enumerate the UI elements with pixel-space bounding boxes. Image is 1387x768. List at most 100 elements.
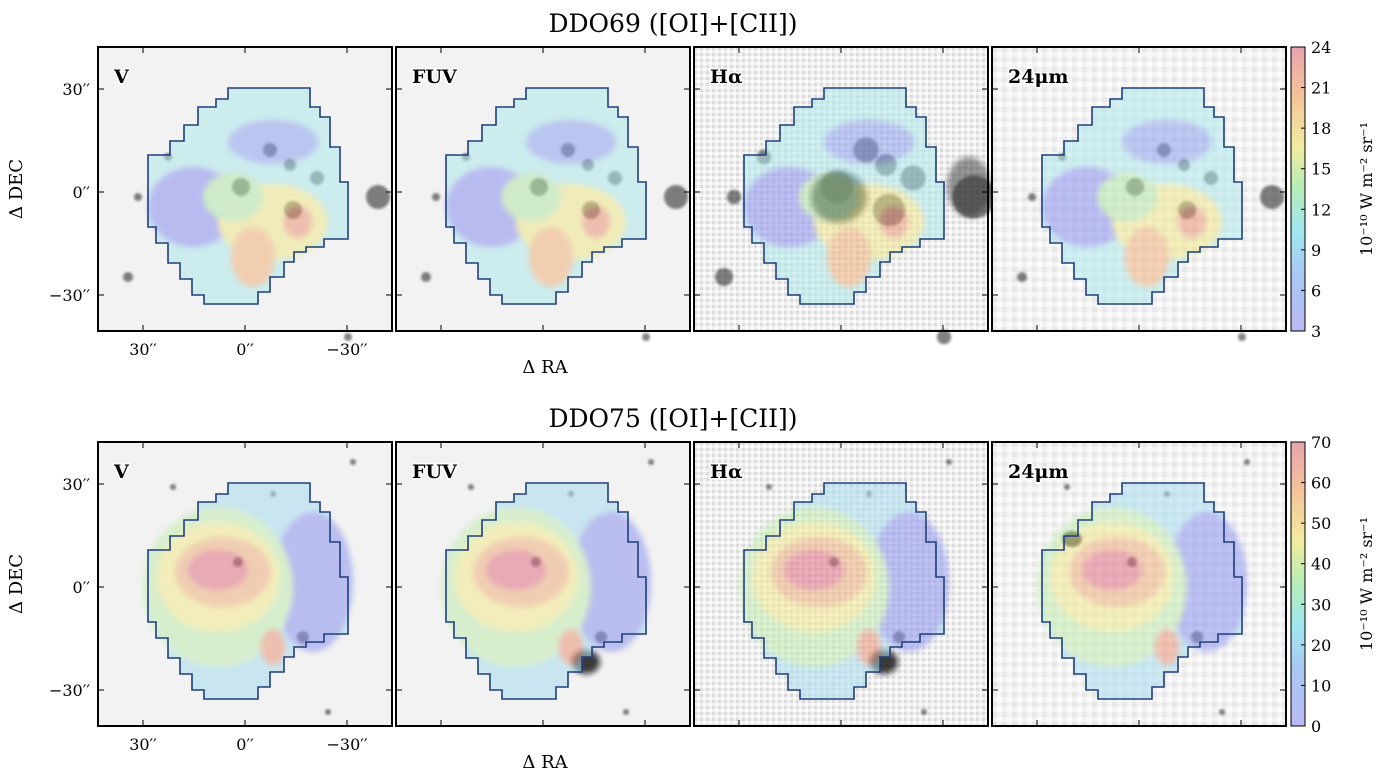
map-panel-4: 24μm	[991, 441, 1287, 727]
intensity-overlay	[148, 88, 348, 304]
contour-level	[1122, 120, 1212, 164]
contour-level	[228, 120, 318, 164]
colorbar-tick-label: 40	[1311, 555, 1331, 574]
band-label: V	[113, 66, 130, 88]
contour-level	[857, 629, 881, 665]
colorbar: 70 60 50 40 30 20 10 0	[1290, 433, 1331, 736]
contour-level	[1082, 550, 1142, 590]
contour-level	[824, 120, 914, 164]
region-outline	[743, 482, 945, 700]
row-title: DDO75 ([OI]+[CII])	[548, 404, 797, 433]
source-blob	[1238, 333, 1246, 341]
contour-level	[1125, 227, 1169, 287]
band-label: 24μm	[1008, 66, 1068, 88]
band-label: FUV	[412, 66, 458, 88]
source-blob	[1260, 185, 1284, 209]
source-blob	[366, 185, 390, 209]
band-label: Hα	[710, 461, 743, 483]
source-blob	[1028, 193, 1036, 201]
intensity-overlay	[739, 483, 949, 699]
colorbar-tick-label: 15	[1311, 160, 1331, 179]
colorbar-tick-label: 10	[1311, 676, 1331, 695]
source-blob	[421, 272, 431, 282]
source-blob	[1219, 709, 1225, 715]
colorbar-tick-label: 12	[1311, 200, 1331, 219]
contour-level	[799, 173, 859, 221]
colorbar-label: 10⁻¹⁰ W m⁻² sr⁻¹	[1357, 122, 1376, 256]
contour-level	[261, 629, 285, 665]
source-blob	[766, 484, 772, 490]
x-tick-label: 0′′	[236, 340, 254, 359]
source-blob	[715, 268, 733, 286]
colorbar-tick-label: 30	[1311, 595, 1331, 614]
colorbar-tick-label: 70	[1311, 433, 1331, 452]
band-label: V	[113, 461, 130, 483]
contour-level	[559, 629, 583, 665]
colorbar-tick-label: 9	[1311, 241, 1321, 260]
region-outline	[1041, 87, 1243, 305]
source-blob	[432, 193, 440, 201]
colorbar-tick-label: 60	[1311, 474, 1331, 493]
intensity-overlay	[1042, 88, 1242, 304]
x-tick-label: −30′′	[326, 735, 367, 754]
source-blob	[936, 329, 952, 345]
colorbar: 24 21 18 15 12 9 6 3	[1290, 38, 1331, 341]
source-blob	[1064, 484, 1070, 490]
contour-level	[869, 512, 949, 652]
x-tick-label: −30′′	[326, 340, 367, 359]
y-tick-label: 0′′	[73, 578, 91, 597]
colorbar-gradient	[1290, 441, 1306, 727]
region-outline	[445, 482, 647, 700]
map-panel-4: 24μm	[991, 46, 1287, 341]
contour-level	[501, 173, 561, 221]
source-blob	[123, 272, 133, 282]
band-label: FUV	[412, 461, 458, 483]
map-panel-1: V	[97, 441, 393, 727]
intensity-overlay	[1037, 483, 1247, 699]
map-panel-1: V	[97, 46, 393, 341]
y-tick-label: −30′′	[49, 286, 90, 305]
y-axis-label: Δ DEC	[6, 159, 27, 219]
contour-level	[188, 550, 248, 590]
colorbar-tick-label: 24	[1311, 38, 1331, 57]
source-blob	[1017, 272, 1027, 282]
contour-level	[526, 120, 616, 164]
source-blob	[921, 709, 927, 715]
contour-level	[1155, 629, 1179, 665]
colorbar-tick-label: 3	[1311, 322, 1321, 341]
colorbar-tick-label: 18	[1311, 119, 1331, 138]
source-blob	[344, 333, 352, 341]
contour-level	[1167, 512, 1247, 652]
intensity-overlay	[744, 88, 944, 304]
x-axis-label: Δ RA	[522, 357, 568, 378]
band-label: 24μm	[1008, 461, 1068, 483]
contour-level	[582, 206, 610, 238]
source-blob	[170, 484, 176, 490]
x-tick-label: 30′′	[129, 340, 157, 359]
y-tick-label: 30′′	[62, 475, 90, 494]
map-panel-3: Hα	[693, 441, 989, 727]
region-outline	[1041, 482, 1243, 700]
region-outline	[147, 87, 349, 305]
region-outline	[743, 87, 945, 305]
intensity-overlay	[446, 88, 646, 304]
region-outline	[147, 482, 349, 700]
contour-level	[1178, 206, 1206, 238]
colorbar-tick-label: 0	[1311, 717, 1321, 736]
source-blob	[946, 459, 952, 465]
contour-level	[880, 206, 908, 238]
contour-level	[486, 550, 546, 590]
source-blob	[1244, 459, 1250, 465]
source-blob	[468, 484, 474, 490]
contour-level	[203, 173, 263, 221]
row-title: DDO69 ([OI]+[CII])	[548, 9, 797, 38]
region-outline	[445, 87, 647, 305]
contour-level	[1097, 173, 1157, 221]
y-tick-label: 30′′	[62, 80, 90, 99]
y-tick-label: 0′′	[73, 183, 91, 202]
contour-level	[571, 512, 651, 652]
contour-level	[284, 206, 312, 238]
contour-level	[231, 227, 275, 287]
